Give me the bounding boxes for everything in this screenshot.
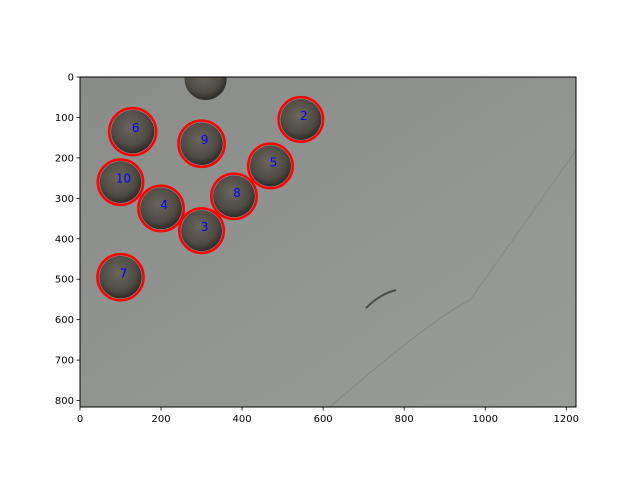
detection-label: 5 [270,155,278,169]
y-axis: 0 100 200 300 400 500 600 700 800 [55,73,80,407]
detection-label: 4 [160,198,168,212]
y-tick-label: 0 [68,73,74,84]
crease-line [329,149,576,407]
x-tick-label: 1000 [473,414,498,425]
crease-dark [365,289,397,309]
detection-ring [107,106,158,157]
bead-layer [99,77,322,299]
y-tick-label: 600 [55,315,74,326]
y-tick-label: 400 [55,234,74,245]
detection-label: 10 [116,172,131,186]
detection-label: 8 [233,186,241,200]
bead [99,161,142,204]
bead [181,210,223,252]
y-tick-label: 200 [55,153,74,164]
bead [111,109,155,154]
image-background [80,77,576,407]
detection-ring [246,142,294,190]
microscope-image: 2 6 9 5 10 8 4 3 7 [80,77,576,407]
bead [213,175,255,218]
detection-ring [96,158,145,207]
x-tick-label: 1200 [554,414,579,425]
detection-ring [210,172,258,221]
y-tick-label: 300 [55,194,74,205]
detection-label: 7 [120,267,128,281]
detection-ring [177,119,226,169]
detection-ring [137,184,185,233]
plot-frame [79,76,577,408]
detection-ring [277,95,325,144]
detection-rings [96,95,325,302]
y-tick-label: 500 [55,275,74,286]
y-tick-label: 100 [55,113,74,124]
detection-label: 2 [300,109,308,123]
bead [280,98,322,140]
detection-ring [178,207,226,255]
x-tick-label: 800 [395,414,414,425]
detection-label: 6 [132,121,140,135]
y-tick-label: 800 [55,396,74,407]
x-tick-label: 400 [233,414,252,425]
bead [249,145,291,187]
bead [180,122,223,165]
bead [99,255,142,299]
bead-untracked [184,77,227,101]
detection-label: 3 [201,220,209,234]
detection-labels: 2 6 9 5 10 8 4 3 7 [116,109,308,281]
detection-label: 9 [201,133,209,147]
x-tick-label: 200 [151,414,170,425]
x-tick-label: 0 [77,414,83,425]
detection-ring [96,252,145,302]
x-axis: 0 200 400 600 800 1000 1200 [77,407,579,425]
x-tick-label: 600 [314,414,333,425]
y-tick-label: 700 [55,356,74,367]
bead [140,187,182,230]
